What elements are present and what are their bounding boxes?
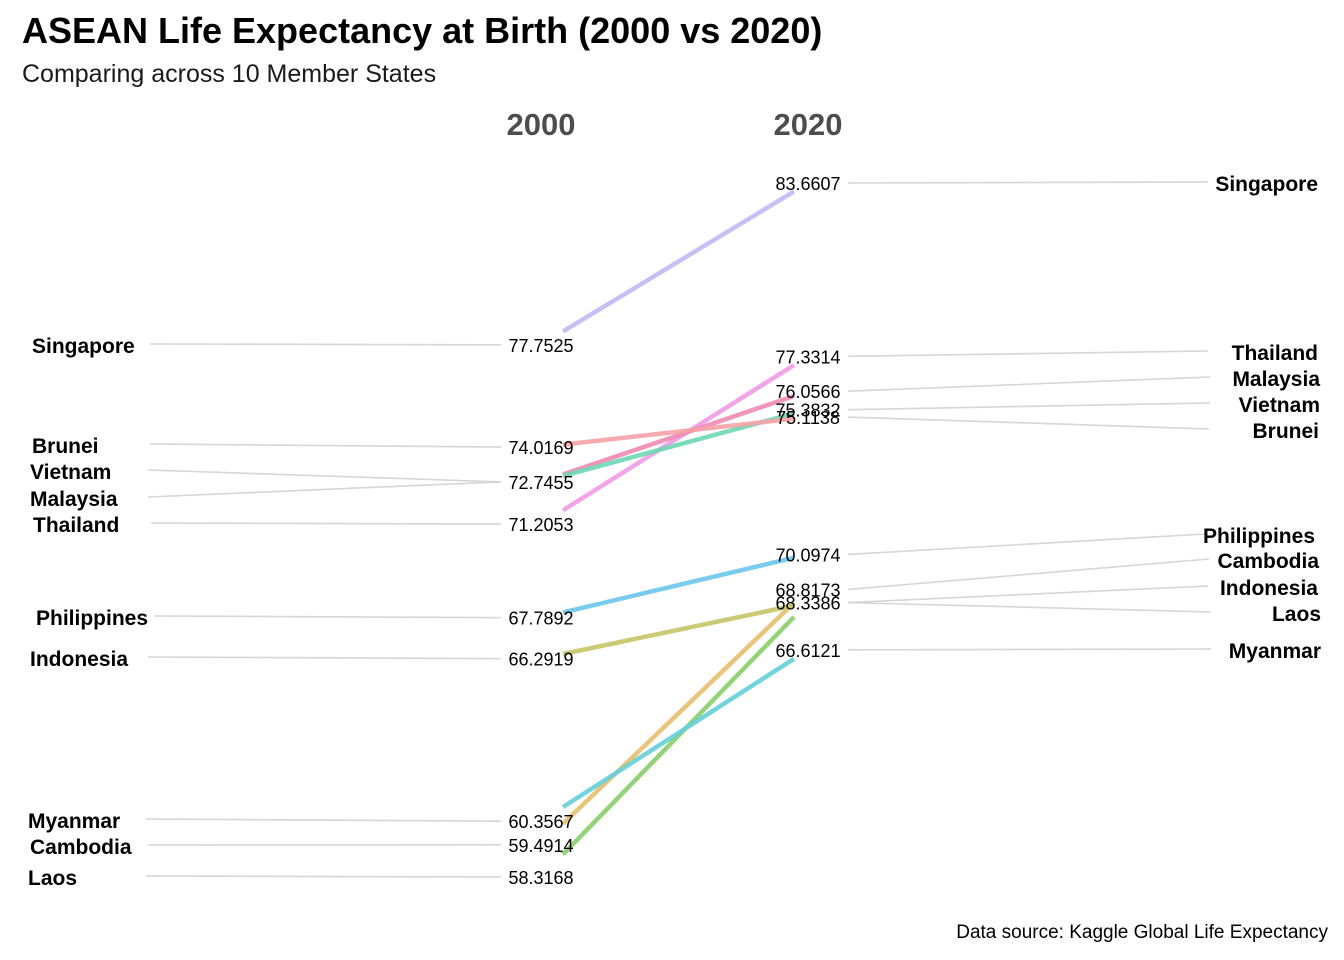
chart-title: ASEAN Life Expectancy at Birth (2000 vs … [22, 10, 823, 51]
slope-line-cambodia [561, 601, 796, 826]
country-label-right-philippines: Philippines [1203, 525, 1315, 548]
value-label-2020: 76.0566 [775, 382, 840, 402]
chart-caption: Data source: Kaggle Global Life Expectan… [956, 922, 1328, 943]
country-label-right-myanmar: Myanmar [1229, 640, 1321, 663]
country-label-left-malaysia: Malaysia [30, 488, 118, 511]
chart-subtitle: Comparing across 10 Member States [22, 60, 437, 88]
country-label-left-laos: Laos [28, 867, 77, 890]
country-label-left-brunei: Brunei [32, 435, 99, 458]
leader-right-philippines [847, 533, 1206, 556]
leader-right-vietnam [847, 402, 1211, 411]
leader-right-cambodia [847, 558, 1210, 591]
value-label-2020: 66.6121 [775, 641, 840, 661]
leader-right-brunei [847, 416, 1210, 430]
column-headers: 2000 2020 [507, 107, 843, 142]
value-label-2000: 67.7892 [508, 609, 573, 629]
value-label-2000: 74.0169 [508, 438, 573, 458]
value-label-2000: 66.2919 [508, 650, 573, 670]
country-label-left-philippines: Philippines [36, 607, 148, 630]
country-label-right-thailand: Thailand [1232, 342, 1318, 365]
country-label-right-singapore: Singapore [1215, 173, 1318, 196]
value-label-2000: 58.3168 [508, 868, 573, 888]
value-label-2020: 68.3386 [775, 594, 840, 614]
leader-left-indonesia [147, 656, 502, 660]
slope-line-malaysia [562, 393, 795, 477]
value-label-2000: 77.7525 [508, 336, 573, 356]
country-label-left-cambodia: Cambodia [30, 836, 132, 859]
country-labels: Singapore Brunei Vietnam Malaysia Thailand Ph… [28, 173, 1321, 890]
value-label-2020: 68.8173 [775, 580, 840, 600]
value-label-2020: 75.1138 [776, 408, 840, 428]
value-label-2000: 60.3567 [508, 812, 573, 832]
country-label-left-vietnam: Vietnam [30, 461, 111, 484]
column-header-2000: 2000 [507, 107, 576, 142]
value-labels: 77.7525 74.0169 72.7455 71.2053 67.7892 66.29… [508, 174, 840, 888]
leader-left-malaysia [147, 481, 502, 498]
country-label-right-laos: Laos [1272, 603, 1321, 626]
leader-right-myanmar [847, 648, 1212, 651]
leader-right-singapore [847, 181, 1209, 184]
leader-right-indonesia [847, 585, 1209, 604]
country-label-left-myanmar: Myanmar [28, 810, 120, 833]
leader-left-singapore [149, 343, 502, 346]
value-label-2020: 77.3314 [775, 347, 840, 367]
country-label-right-vietnam: Vietnam [1239, 394, 1320, 417]
leader-right-laos [847, 601, 1212, 613]
slope-line-brunei [562, 416, 795, 447]
slope-line-philippines [562, 555, 795, 615]
country-label-left-singapore: Singapore [32, 335, 135, 358]
country-label-right-indonesia: Indonesia [1220, 577, 1318, 600]
value-label-2020: 83.6607 [775, 174, 840, 194]
slope-line-laos [561, 615, 796, 856]
country-label-right-cambodia: Cambodia [1217, 550, 1319, 573]
leader-right-malaysia [847, 376, 1211, 393]
leader-left-thailand [150, 522, 502, 525]
slope-line-myanmar [561, 656, 796, 809]
country-label-right-malaysia: Malaysia [1232, 368, 1320, 391]
leader-left-laos [145, 875, 502, 878]
slope-line-indonesia [562, 603, 795, 657]
value-label-2020: 70.0974 [775, 545, 840, 565]
value-label-2000: 72.7455 [508, 473, 573, 493]
value-label-2000: 59.4914 [508, 836, 573, 856]
leader-left-philippines [153, 615, 502, 619]
leader-left-myanmar [145, 818, 502, 822]
slope-line-singapore [561, 189, 796, 334]
country-label-left-thailand: Thailand [33, 514, 119, 537]
country-label-left-indonesia: Indonesia [30, 648, 128, 671]
leader-left-brunei [149, 443, 502, 448]
slope-line-thailand [561, 363, 796, 513]
country-label-right-brunei: Brunei [1252, 420, 1319, 443]
value-label-2020: 75.3832 [775, 401, 840, 421]
leader-lines [145, 181, 1212, 878]
slope-lines [561, 189, 796, 856]
column-header-2020: 2020 [774, 107, 843, 142]
leader-left-vietnam [147, 469, 502, 483]
leader-right-thailand [847, 350, 1209, 358]
value-label-2000: 71.2053 [508, 515, 573, 535]
